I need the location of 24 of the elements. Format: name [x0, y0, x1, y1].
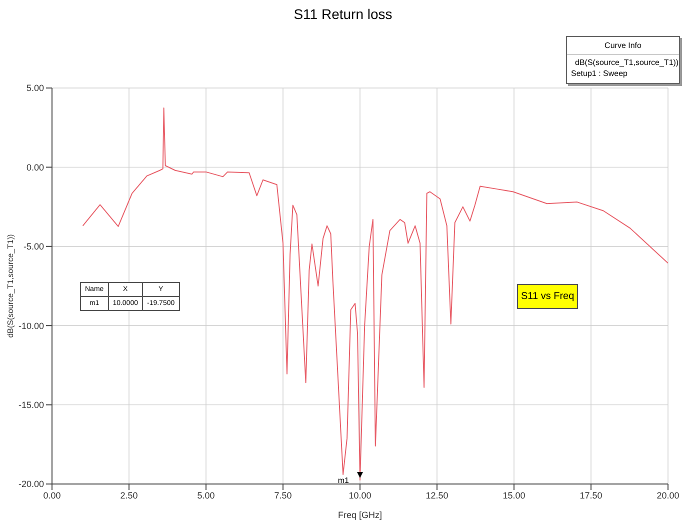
x-tick-label: 15.00 — [502, 490, 526, 500]
x-tick-label: 12.50 — [426, 490, 448, 500]
annotation: m1 — [338, 476, 350, 485]
legend-title: Curve Info — [567, 37, 679, 55]
y-axis-title: dB(S(source_T1,source_T1)) — [6, 234, 15, 338]
y-tick-label: -10.00 — [18, 320, 44, 331]
y-tick-label: 0.00 — [26, 162, 44, 172]
y-tick-label: -5.00 — [23, 242, 44, 252]
x-tick-label: 2.50 — [120, 490, 138, 500]
x-tick-label: 20.00 — [656, 490, 680, 500]
x-tick-label: 10.00 — [348, 490, 372, 500]
line-series — [82, 107, 668, 481]
x-tick-label: 0.00 — [43, 490, 61, 500]
text: dB(S(source_T1,source_T1)) — [575, 58, 679, 67]
annotation: S11 vs Freq — [517, 284, 578, 309]
y-tick-label: 5.00 — [26, 83, 44, 94]
y-tick-label: -20.00 — [18, 479, 44, 490]
x-tick-label: 17.50 — [580, 490, 602, 500]
x-tick-label: 5.00 — [197, 490, 215, 500]
x-tick-label: 7.50 — [274, 490, 292, 500]
x-axis-title: Freq [GHz] — [338, 510, 382, 520]
chart-title: S11 Return loss — [292, 6, 394, 22]
text: Setup1 : Sweep — [570, 68, 628, 80]
y-tick-label: -15.00 — [18, 400, 44, 410]
